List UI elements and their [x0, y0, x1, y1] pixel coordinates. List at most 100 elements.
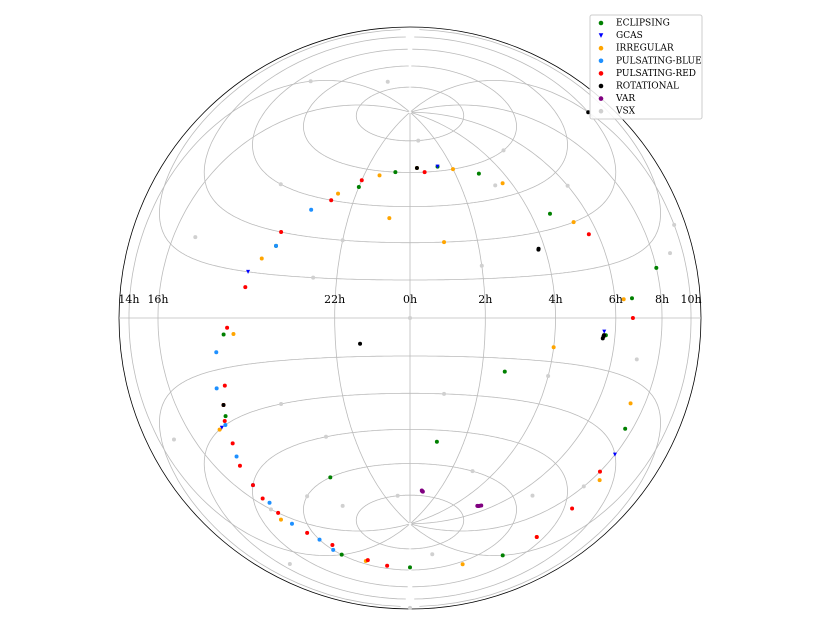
- point: [450, 167, 455, 172]
- point: [311, 275, 316, 280]
- series: [217, 166, 633, 567]
- point: [598, 45, 604, 51]
- x-tick-label: 8h: [655, 293, 669, 306]
- point: [530, 493, 535, 498]
- point: [221, 402, 226, 407]
- point: [323, 434, 328, 439]
- point: [598, 71, 604, 76]
- grid-line: [410, 80, 692, 556]
- grid-line: [411, 104, 663, 532]
- point: [602, 329, 607, 334]
- point: [217, 427, 222, 432]
- point: [598, 96, 604, 101]
- point: [274, 243, 279, 248]
- point: [387, 216, 392, 221]
- point: [597, 469, 602, 474]
- point: [308, 79, 313, 84]
- point: [536, 246, 541, 251]
- point: [260, 496, 265, 501]
- point: [309, 207, 314, 212]
- point: [268, 507, 273, 512]
- point: [408, 565, 412, 570]
- point: [612, 452, 617, 457]
- legend-label: VAR: [615, 94, 635, 104]
- point: [422, 170, 427, 175]
- point: [385, 563, 390, 568]
- point: [219, 425, 224, 430]
- point: [460, 562, 465, 567]
- point: [598, 83, 604, 89]
- point: [395, 493, 400, 498]
- point: [385, 79, 390, 84]
- legend-label: PULSATING-RED: [616, 69, 696, 79]
- point: [416, 138, 421, 143]
- point: [222, 418, 227, 423]
- series: [419, 488, 484, 509]
- point: [305, 494, 310, 499]
- point: [668, 251, 673, 256]
- point: [243, 285, 248, 290]
- point: [551, 345, 556, 350]
- point: [223, 414, 228, 419]
- point: [534, 535, 539, 540]
- grid-line: [411, 111, 617, 525]
- point: [476, 171, 481, 176]
- point: [435, 164, 440, 169]
- point: [225, 325, 230, 330]
- point: [547, 211, 552, 216]
- point: [336, 191, 341, 196]
- point: [305, 530, 310, 535]
- legend-label: ROTATIONAL: [616, 82, 679, 92]
- point: [502, 369, 507, 374]
- point: [330, 543, 335, 548]
- series: [221, 110, 607, 407]
- point: [289, 521, 294, 526]
- point: [442, 240, 447, 245]
- point: [602, 333, 607, 338]
- series: [221, 164, 659, 570]
- point: [193, 235, 198, 240]
- point: [231, 331, 236, 336]
- point: [414, 166, 419, 171]
- point: [628, 401, 633, 406]
- grid-line: [411, 112, 556, 524]
- point: [470, 469, 475, 474]
- x-tick-label: 14h: [118, 293, 139, 306]
- point: [672, 222, 677, 227]
- legend-label: GCAS: [616, 31, 643, 41]
- series: [214, 207, 336, 552]
- point: [500, 181, 505, 186]
- point: [434, 439, 439, 444]
- series: [171, 79, 677, 610]
- point: [634, 357, 639, 362]
- legend: VSX ECLIPSING GCAS IRREGULAR PULSATING-BLUE P…: [589, 14, 703, 120]
- x-tick-label: 2h: [478, 293, 492, 306]
- point: [598, 58, 604, 64]
- point: [430, 552, 435, 557]
- point: [356, 185, 361, 190]
- point: [222, 383, 227, 388]
- x-tick-label: 10h: [681, 293, 702, 306]
- point: [287, 561, 292, 566]
- point: [237, 463, 242, 468]
- legend-box: [589, 14, 703, 120]
- point: [623, 426, 628, 431]
- point: [570, 506, 575, 511]
- point: [442, 391, 447, 396]
- point: [600, 336, 605, 341]
- point: [358, 341, 363, 346]
- point: [546, 374, 551, 379]
- point: [234, 454, 239, 459]
- point: [501, 148, 506, 153]
- points: [171, 79, 677, 610]
- point: [230, 441, 235, 446]
- tick-labels: 14h 16h 22h 0h 2h 4h 6h 8h 10h: [118, 293, 701, 306]
- point: [171, 437, 176, 442]
- series: [219, 164, 617, 457]
- point: [339, 552, 344, 557]
- point: [598, 20, 604, 26]
- point: [586, 110, 591, 115]
- point: [475, 503, 480, 508]
- point: [393, 170, 398, 175]
